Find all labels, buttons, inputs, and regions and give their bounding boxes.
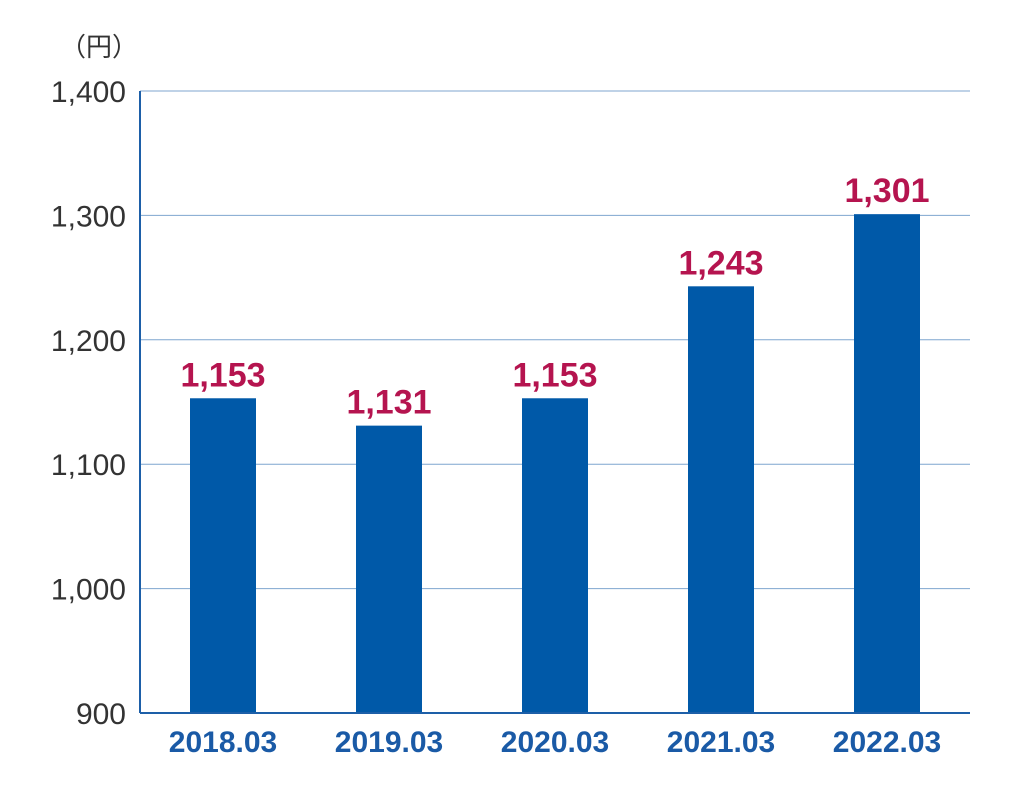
data-label: 1,243 xyxy=(678,244,763,282)
y-tick-label: 1,200 xyxy=(51,325,126,358)
y-tick-label: 1,400 xyxy=(51,76,126,109)
bar xyxy=(854,214,920,713)
bar xyxy=(190,398,256,713)
data-label: 1,153 xyxy=(180,356,265,394)
y-axis-ticks: 900 1,000 1,100 1,200 1,300 1,400 xyxy=(51,76,126,731)
data-labels: 1,153 1,131 1,153 1,243 1,301 xyxy=(180,172,929,421)
bar xyxy=(356,425,422,713)
x-tick-label: 2022.03 xyxy=(833,726,941,759)
bar xyxy=(522,398,588,713)
y-unit-label: （円） xyxy=(60,33,138,63)
y-tick-label: 1,000 xyxy=(51,574,126,607)
x-tick-label: 2018.03 xyxy=(169,726,277,759)
y-tick-label: 1,300 xyxy=(51,200,126,233)
y-tick-label: 900 xyxy=(76,698,126,731)
y-tick-label: 1,100 xyxy=(51,449,126,482)
data-label: 1,301 xyxy=(844,172,929,210)
x-tick-label: 2020.03 xyxy=(501,726,609,759)
bars xyxy=(190,214,920,713)
x-axis-ticks: 2018.03 2019.03 2020.03 2021.03 2022.03 xyxy=(169,726,941,759)
bar xyxy=(688,286,754,713)
data-label: 1,131 xyxy=(346,384,431,422)
data-label: 1,153 xyxy=(512,356,597,394)
gridlines xyxy=(140,90,970,590)
x-tick-label: 2021.03 xyxy=(667,726,775,759)
x-tick-label: 2019.03 xyxy=(335,726,443,759)
